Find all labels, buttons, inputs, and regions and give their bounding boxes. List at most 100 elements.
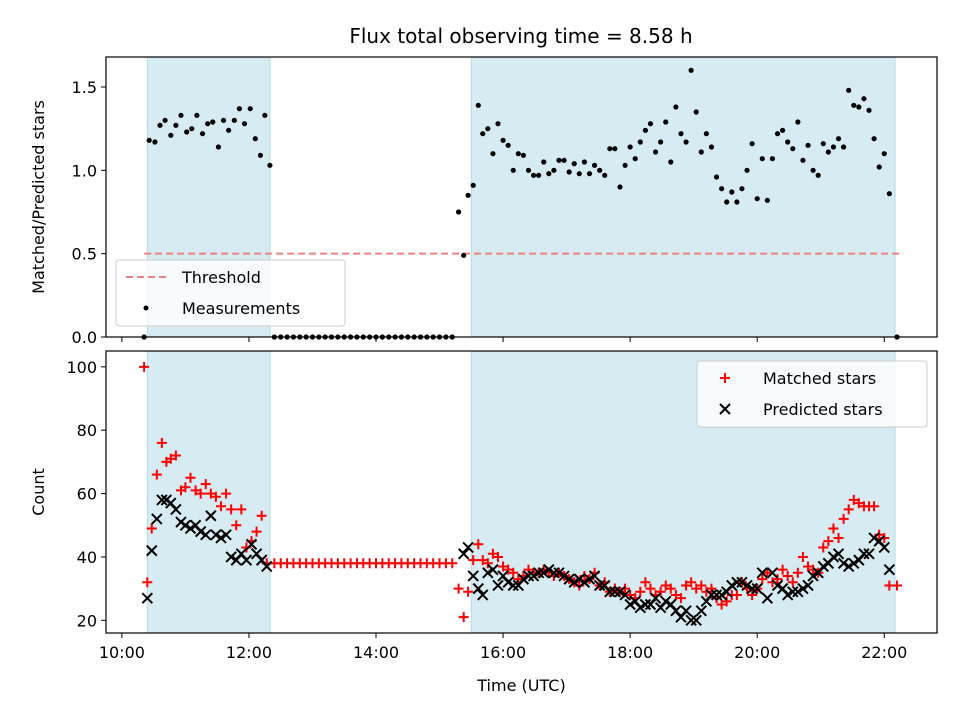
measurement-point	[173, 122, 179, 128]
measurement-point	[825, 149, 831, 155]
measurement-points	[141, 67, 900, 340]
measurement-point	[257, 152, 263, 158]
predicted-star-point	[827, 551, 840, 563]
matched-star-point	[513, 574, 524, 585]
measurement-point	[470, 182, 476, 188]
matched-star-point	[487, 548, 498, 559]
predicted-star-point	[807, 570, 819, 582]
predicted-star-point	[477, 589, 489, 601]
matched-star-point	[463, 586, 474, 597]
legend-matched-label: Matched stars	[763, 369, 876, 388]
matched-star-point	[879, 532, 890, 543]
matched-star-point	[508, 567, 519, 578]
measurement-point	[515, 151, 521, 157]
measurement-point	[612, 146, 618, 152]
y-axis-label: Count	[29, 468, 48, 516]
matched-star-point	[792, 567, 803, 578]
predicted-star-point	[878, 541, 890, 554]
matched-star-point	[482, 558, 493, 569]
predicted-star-point	[573, 573, 586, 585]
matched-star-point	[665, 583, 676, 594]
matched-star-point	[236, 504, 247, 515]
predicted-star-point	[245, 538, 258, 550]
matched-star-point	[808, 564, 819, 575]
predicted-star-point	[639, 598, 652, 611]
matched-star-point	[721, 596, 732, 607]
x-tick-label: 18:00	[607, 643, 653, 662]
predicted-star-point	[593, 579, 606, 592]
matched-star-point	[843, 504, 854, 515]
matched-star-point	[675, 593, 686, 604]
predicted-star-point	[868, 532, 880, 544]
measurement-point	[876, 164, 882, 170]
predicted-star-point	[170, 503, 182, 516]
observing-window-band	[146, 350, 271, 634]
measurement-point	[759, 156, 765, 162]
measurement-point	[152, 139, 158, 145]
predicted-star-point	[532, 567, 545, 579]
y-tick-label: 1.5	[72, 78, 97, 97]
measurement-point	[795, 119, 801, 125]
x-axis-ticks: 10:00 12:00 14:00 16:00 18:00 20:00 22:00	[99, 633, 907, 662]
measurement-point	[520, 152, 527, 158]
measurement-point	[586, 171, 593, 177]
predicted-star-point	[583, 573, 596, 585]
x-axis-ticks	[121, 337, 885, 342]
matched-star-point	[498, 561, 509, 572]
predicted-star-point	[766, 567, 779, 579]
measurement-point	[475, 102, 481, 108]
matched-star-point	[523, 564, 534, 575]
predicted-star-point	[543, 563, 555, 576]
matched-star-point	[151, 469, 162, 480]
legend-matched-symbol	[720, 373, 730, 383]
measurement-point	[820, 141, 826, 147]
measurement-point	[663, 119, 669, 125]
measurement-point	[871, 136, 877, 142]
legend-measurements-label: Measurements	[182, 299, 300, 318]
matched-star-point	[833, 532, 844, 543]
measurement-point	[886, 191, 892, 197]
measurement-point	[194, 112, 200, 118]
matched-star-point	[731, 589, 742, 600]
matched-star-point	[165, 453, 176, 464]
predicted-star-point	[705, 589, 718, 601]
measurement-point	[490, 151, 496, 157]
measurement-point	[734, 199, 740, 205]
measurement-point	[780, 127, 786, 133]
predicted-star-point	[817, 560, 829, 573]
measurement-point	[241, 121, 248, 127]
predicted-star-point	[802, 579, 814, 592]
legend-box	[115, 259, 346, 327]
y-tick-label: 60	[77, 485, 97, 504]
x-tick-label: 22:00	[861, 643, 907, 662]
measurement-point	[510, 167, 516, 173]
predicted-star-point	[563, 573, 575, 585]
predicted-star-point	[771, 579, 784, 592]
predicted-star-point	[787, 586, 799, 598]
measurement-point	[866, 107, 872, 113]
predicted-star-point	[184, 522, 197, 535]
predicted-star-point	[225, 551, 237, 563]
predicted-star-point	[761, 592, 774, 604]
predicted-star-point	[680, 605, 692, 617]
measurement-point	[581, 159, 587, 165]
measurement-point	[236, 106, 243, 112]
measurement-point	[262, 112, 268, 118]
measurement-point	[647, 121, 654, 127]
matched-star-point	[797, 551, 808, 562]
predicted-star-point	[553, 567, 565, 579]
measurement-point	[157, 122, 163, 128]
predicted-star-point	[726, 579, 738, 592]
measurement-point	[744, 167, 750, 173]
matched-star-point	[215, 501, 226, 512]
measurement-point	[505, 142, 511, 148]
predicted-star-point	[792, 586, 804, 598]
y-tick-label: 100	[66, 358, 97, 377]
matched-star-point	[226, 504, 237, 515]
observing-window-band	[470, 56, 896, 338]
measurement-point	[846, 87, 852, 93]
matched-star-point	[660, 580, 671, 591]
predicted-star-point	[731, 576, 743, 589]
measurement-point	[754, 196, 760, 202]
